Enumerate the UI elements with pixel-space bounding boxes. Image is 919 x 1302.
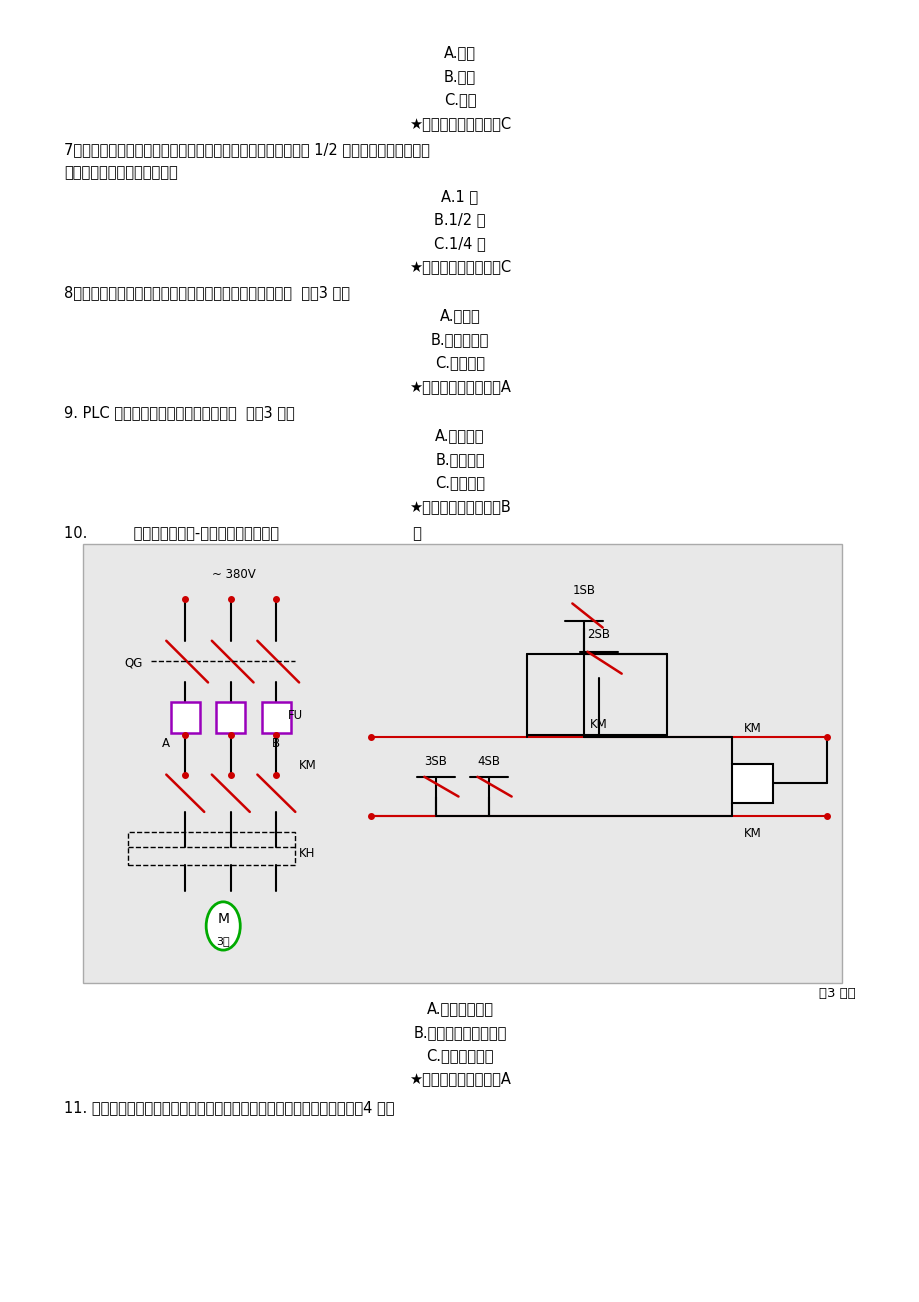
Text: FU: FU (288, 708, 302, 721)
Text: KH: KH (299, 848, 315, 861)
Text: B.电流继电器: B.电流继电器 (430, 332, 489, 348)
Text: ★检查答案标准答案：B: ★检查答案标准答案：B (409, 499, 510, 514)
Text: 9. PLC 中的变量程序存储器用来存放（  ）（3 分）: 9. PLC 中的变量程序存储器用来存放（ ）（3 分） (64, 405, 295, 421)
Text: ★检查答案标准答案：C: ★检查答案标准答案：C (408, 116, 511, 132)
Text: A.多点控制电路: A.多点控制电路 (426, 1001, 493, 1017)
Text: 11. 在单轴拖动系统中，电动机的旋转速度和生产机械的旋转速度相同。（4 分）: 11. 在单轴拖动系统中，电动机的旋转速度和生产机械的旋转速度相同。（4 分） (64, 1100, 394, 1116)
Text: C.1/4 倍: C.1/4 倍 (434, 236, 485, 251)
Text: A.熔断器: A.熔断器 (439, 309, 480, 324)
Text: B: B (272, 737, 280, 750)
Text: KM: KM (299, 759, 316, 772)
Text: 1SB: 1SB (572, 583, 595, 596)
FancyBboxPatch shape (216, 702, 245, 733)
Text: 转矩是额定电压下启动转矩的: 转矩是额定电压下启动转矩的 (64, 165, 178, 181)
Text: KM: KM (589, 717, 607, 730)
Text: C.热继电器: C.热继电器 (435, 355, 484, 371)
Text: A.1 倍: A.1 倍 (441, 189, 478, 204)
Text: KM: KM (743, 827, 761, 840)
FancyBboxPatch shape (731, 763, 773, 803)
Text: 7．当加在三相交流异步电动机定子上的电压幅值是额定电压的 1/2 倍时，则电动机的启动: 7．当加在三相交流异步电动机定子上的电压幅值是额定电压的 1/2 倍时，则电动机… (64, 142, 430, 158)
Text: B.1/2 倍: B.1/2 倍 (434, 212, 485, 228)
Text: （3 分）: （3 分） (818, 987, 855, 1000)
FancyBboxPatch shape (171, 702, 199, 733)
FancyBboxPatch shape (262, 702, 290, 733)
Text: A: A (162, 737, 170, 750)
Text: 2SB: 2SB (587, 628, 610, 641)
Text: ★检查答案标准答案：A: ★检查答案标准答案：A (409, 379, 510, 395)
Text: A.用户程序: A.用户程序 (435, 428, 484, 444)
Text: B.增加: B.增加 (444, 69, 475, 85)
Text: 3SB: 3SB (424, 755, 447, 768)
Text: 3～: 3～ (216, 936, 230, 947)
Circle shape (206, 902, 240, 950)
Text: KM: KM (743, 723, 761, 736)
Text: 8．在继电器接触器控制系统中，实现短路保护的电器为（  ）（3 分）: 8．在继电器接触器控制系统中，实现短路保护的电器为（ ）（3 分） (64, 285, 350, 301)
Text: C.系统程序: C.系统程序 (435, 475, 484, 491)
Text: QG: QG (124, 656, 142, 669)
Text: ~ 380V: ~ 380V (211, 569, 255, 582)
Text: 4SB: 4SB (477, 755, 500, 768)
Text: C.减小: C.减小 (443, 92, 476, 108)
Text: B.长动与点动控制电路: B.长动与点动控制电路 (413, 1025, 506, 1040)
Text: ★检查答案标准答案：A: ★检查答案标准答案：A (409, 1072, 510, 1087)
Text: C.顺序控制电路: C.顺序控制电路 (425, 1048, 494, 1064)
FancyBboxPatch shape (83, 544, 841, 983)
Text: ★检查答案标准答案：C: ★检查答案标准答案：C (408, 259, 511, 275)
Text: M: M (217, 913, 229, 927)
Text: 10.          下图所示继电器-接触器电路是一个（                             ）: 10. 下图所示继电器-接触器电路是一个（ ） (64, 525, 422, 540)
Text: A.不变: A.不变 (444, 46, 475, 61)
Text: B.内部变量: B.内部变量 (435, 452, 484, 467)
